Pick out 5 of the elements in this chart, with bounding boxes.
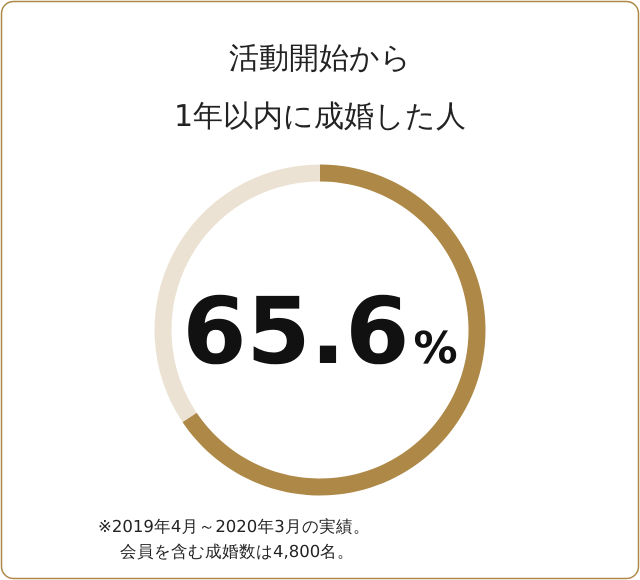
title: 1年以内に成婚した人 (174, 99, 466, 134)
value-label: 65.6% (182, 278, 458, 385)
title: 活動開始から (229, 41, 411, 76)
annotation: ※2019年4月～2020年3月の実績。 (98, 517, 370, 536)
annotation: 会員を含む成婚数は4,800名。 (120, 542, 354, 561)
